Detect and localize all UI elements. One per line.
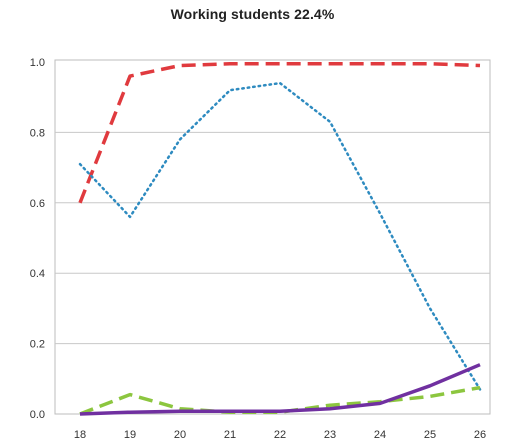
x-tick-label: 21	[224, 429, 236, 441]
x-tick-label: 23	[324, 429, 336, 441]
y-tick-label: 0.8	[30, 127, 45, 139]
series-line-2	[78, 81, 482, 391]
y-tick-label: 0.0	[30, 409, 45, 421]
chart-title: Working students 22.4%	[170, 6, 335, 22]
x-tick-label: 22	[274, 429, 286, 441]
x-tick-label: 18	[74, 429, 86, 441]
x-tick-label: 25	[424, 429, 436, 441]
series-line-4	[79, 363, 481, 416]
x-tick-label: 26	[474, 429, 486, 441]
y-tick-label: 0.4	[30, 268, 45, 280]
x-tick-label: 24	[374, 429, 386, 441]
x-tick-label: 20	[174, 429, 186, 441]
plot-area-frame	[54, 59, 491, 415]
y-tick-label: 0.2	[30, 339, 45, 351]
y-tick-label: 1.0	[30, 57, 45, 69]
x-tick-label: 19	[124, 429, 136, 441]
series-line-3	[79, 385, 481, 416]
series-line-1	[78, 62, 481, 204]
y-tick-label: 0.6	[30, 198, 45, 210]
